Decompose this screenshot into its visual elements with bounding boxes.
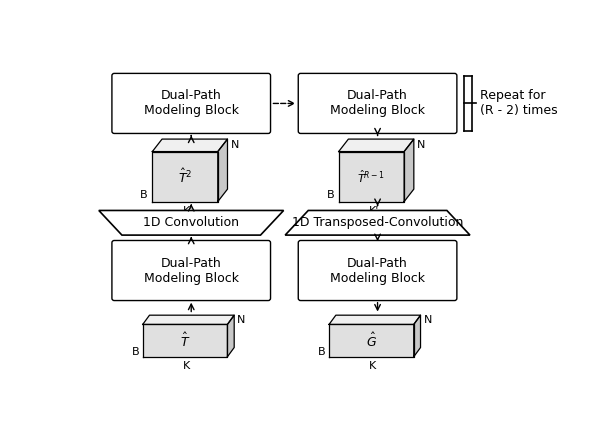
Polygon shape [227,315,234,357]
Text: N: N [424,315,432,325]
FancyBboxPatch shape [298,241,457,301]
Text: 1D Convolution: 1D Convolution [143,216,239,229]
Text: B: B [140,191,148,200]
Text: K: K [369,361,376,371]
Text: Repeat for
(R - 2) times: Repeat for (R - 2) times [480,89,558,118]
Text: N: N [230,140,239,150]
Polygon shape [414,315,421,357]
Text: $\hat{T}^2$: $\hat{T}^2$ [178,168,192,186]
Polygon shape [99,210,284,235]
Text: B: B [318,347,326,357]
Text: Dual-Path
Modeling Block: Dual-Path Modeling Block [144,257,239,285]
Polygon shape [152,152,218,202]
FancyBboxPatch shape [112,241,270,301]
Text: 1D Transposed-Convolution: 1D Transposed-Convolution [292,216,463,229]
Polygon shape [404,139,414,202]
Polygon shape [339,152,404,202]
Polygon shape [329,324,414,357]
Polygon shape [285,210,470,235]
Polygon shape [329,315,421,324]
Text: $\hat{G}$: $\hat{G}$ [366,331,377,349]
FancyBboxPatch shape [298,73,457,133]
Polygon shape [143,324,227,357]
Text: Dual-Path
Modeling Block: Dual-Path Modeling Block [144,89,239,118]
Text: $\hat{T}^{R-1}$: $\hat{T}^{R-1}$ [358,168,385,185]
Polygon shape [218,139,227,202]
Text: $\hat{T}$: $\hat{T}$ [180,331,190,349]
Text: B: B [327,191,334,200]
Polygon shape [339,139,414,152]
Text: Dual-Path
Modeling Block: Dual-Path Modeling Block [330,89,425,118]
Text: K: K [183,361,190,371]
Polygon shape [152,139,227,152]
FancyBboxPatch shape [112,73,270,133]
Text: N: N [417,140,425,150]
Text: K': K' [183,206,193,216]
Text: K': K' [369,206,380,216]
Text: N: N [238,315,245,325]
Text: B: B [132,347,139,357]
Text: Dual-Path
Modeling Block: Dual-Path Modeling Block [330,257,425,285]
Polygon shape [143,315,234,324]
